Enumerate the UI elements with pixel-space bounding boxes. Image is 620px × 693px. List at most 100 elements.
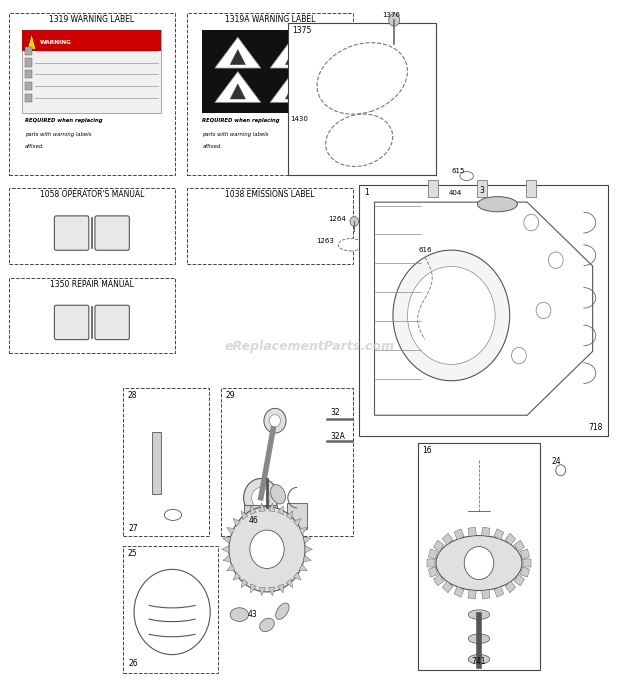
Polygon shape bbox=[299, 564, 308, 571]
Polygon shape bbox=[299, 527, 308, 534]
Bar bbox=[9, 188, 175, 264]
Polygon shape bbox=[285, 49, 301, 64]
Bar bbox=[22, 30, 161, 113]
Polygon shape bbox=[303, 555, 311, 562]
Polygon shape bbox=[270, 37, 316, 68]
Polygon shape bbox=[468, 527, 476, 536]
Bar bbox=[22, 30, 161, 51]
Text: affixed.: affixed. bbox=[25, 144, 45, 150]
Ellipse shape bbox=[339, 238, 363, 251]
Ellipse shape bbox=[326, 114, 392, 166]
Polygon shape bbox=[428, 549, 438, 559]
Circle shape bbox=[350, 217, 358, 226]
Text: affixed.: affixed. bbox=[203, 144, 223, 150]
Text: 29: 29 bbox=[226, 391, 236, 400]
Polygon shape bbox=[494, 529, 504, 540]
Polygon shape bbox=[505, 581, 516, 593]
Text: 1263: 1263 bbox=[316, 238, 334, 244]
Polygon shape bbox=[482, 590, 490, 599]
Polygon shape bbox=[287, 502, 307, 529]
Text: 43: 43 bbox=[247, 611, 257, 620]
Text: REQUIRED when replacing: REQUIRED when replacing bbox=[25, 119, 102, 123]
Polygon shape bbox=[27, 34, 36, 49]
Bar bbox=[417, 443, 541, 669]
Ellipse shape bbox=[468, 610, 490, 620]
Polygon shape bbox=[520, 567, 529, 577]
Text: 32: 32 bbox=[331, 407, 340, 416]
Polygon shape bbox=[259, 503, 265, 511]
Text: 615: 615 bbox=[451, 168, 465, 174]
Polygon shape bbox=[286, 511, 293, 520]
FancyBboxPatch shape bbox=[55, 216, 89, 250]
Circle shape bbox=[393, 250, 510, 380]
Text: parts with warning labels: parts with warning labels bbox=[203, 132, 269, 137]
Bar bbox=[123, 388, 208, 536]
Polygon shape bbox=[514, 541, 525, 552]
Polygon shape bbox=[270, 71, 316, 103]
Polygon shape bbox=[244, 505, 277, 525]
Polygon shape bbox=[241, 511, 248, 520]
Polygon shape bbox=[286, 579, 293, 588]
Polygon shape bbox=[374, 202, 593, 415]
Polygon shape bbox=[233, 572, 241, 580]
Text: 404: 404 bbox=[449, 190, 462, 195]
Text: 718: 718 bbox=[589, 423, 603, 432]
Polygon shape bbox=[230, 49, 246, 64]
Text: 28: 28 bbox=[128, 391, 137, 400]
Text: REQUIRED when replacing: REQUIRED when replacing bbox=[203, 119, 280, 123]
Polygon shape bbox=[285, 84, 301, 99]
Polygon shape bbox=[268, 503, 275, 511]
Polygon shape bbox=[494, 586, 504, 597]
Text: 1319A WARNING LABEL: 1319A WARNING LABEL bbox=[225, 15, 315, 24]
Text: 32A: 32A bbox=[331, 432, 346, 441]
Polygon shape bbox=[293, 572, 301, 580]
Polygon shape bbox=[278, 584, 283, 593]
Bar bbox=[9, 278, 175, 353]
Polygon shape bbox=[278, 506, 283, 515]
Polygon shape bbox=[454, 586, 464, 597]
Polygon shape bbox=[250, 506, 256, 515]
Circle shape bbox=[250, 530, 284, 568]
Text: 1375: 1375 bbox=[292, 26, 312, 35]
Polygon shape bbox=[427, 559, 435, 567]
Text: 27: 27 bbox=[129, 524, 138, 533]
Polygon shape bbox=[303, 537, 311, 543]
Ellipse shape bbox=[459, 192, 472, 202]
FancyBboxPatch shape bbox=[95, 216, 130, 250]
Text: 25: 25 bbox=[128, 550, 137, 559]
Ellipse shape bbox=[477, 197, 517, 212]
Ellipse shape bbox=[460, 172, 474, 180]
Polygon shape bbox=[305, 546, 312, 553]
Ellipse shape bbox=[164, 509, 182, 520]
Polygon shape bbox=[293, 518, 301, 527]
Ellipse shape bbox=[468, 654, 490, 664]
Polygon shape bbox=[482, 527, 490, 536]
Bar bbox=[152, 432, 161, 494]
Ellipse shape bbox=[276, 603, 289, 620]
Text: 24: 24 bbox=[551, 457, 561, 466]
Text: 741: 741 bbox=[472, 657, 486, 666]
Bar bbox=[187, 13, 353, 175]
Text: 1319 WARNING LABEL: 1319 WARNING LABEL bbox=[50, 15, 135, 24]
Bar bbox=[25, 70, 32, 78]
Circle shape bbox=[134, 570, 210, 655]
Polygon shape bbox=[514, 574, 525, 586]
Circle shape bbox=[556, 465, 565, 475]
Ellipse shape bbox=[317, 42, 407, 114]
Text: 1430: 1430 bbox=[290, 116, 308, 122]
Ellipse shape bbox=[270, 484, 285, 504]
Text: WARNING: WARNING bbox=[40, 40, 71, 45]
Polygon shape bbox=[433, 541, 444, 552]
Text: 26: 26 bbox=[129, 659, 138, 668]
Circle shape bbox=[264, 408, 286, 433]
Polygon shape bbox=[241, 579, 248, 588]
Circle shape bbox=[389, 14, 400, 26]
Text: 1350 REPAIR MANUAL: 1350 REPAIR MANUAL bbox=[50, 280, 134, 289]
Polygon shape bbox=[227, 527, 235, 534]
Bar bbox=[221, 388, 353, 536]
Polygon shape bbox=[443, 534, 453, 545]
Polygon shape bbox=[233, 518, 241, 527]
Bar bbox=[25, 94, 32, 102]
Polygon shape bbox=[215, 37, 261, 68]
Bar bbox=[288, 24, 436, 175]
